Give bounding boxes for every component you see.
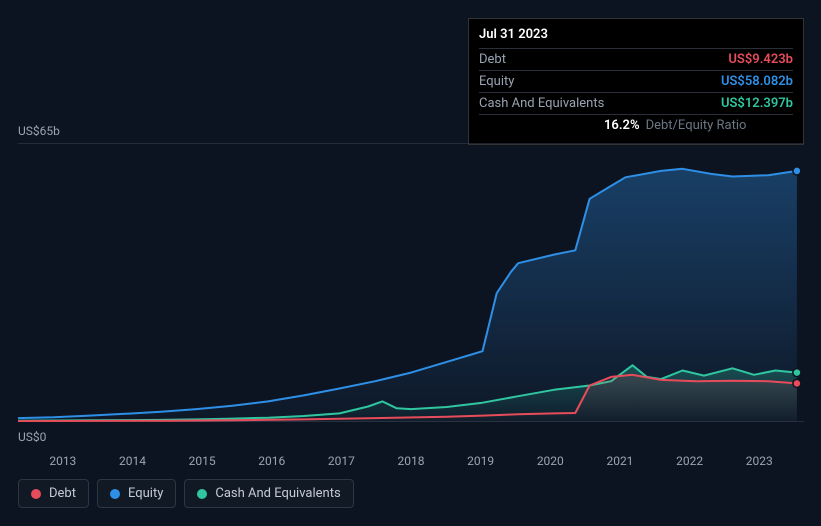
x-tick: 2021 — [585, 454, 655, 468]
x-tick: 2014 — [98, 454, 168, 468]
chart: US$65b US$0 2013201420152016201720182019… — [18, 125, 804, 440]
legend-dot-icon — [197, 489, 207, 499]
tooltip-date: Jul 31 2023 — [479, 27, 793, 48]
tooltip-row-label: Equity — [479, 74, 514, 89]
tooltip-row-value: US$58.082b — [721, 74, 793, 89]
y-axis-max-label: US$65b — [18, 124, 60, 138]
tooltip-row-label: Cash And Equivalents — [479, 96, 604, 111]
plot-area[interactable] — [18, 143, 804, 422]
legend-item[interactable]: Equity — [97, 479, 176, 508]
legend: Debt Equity Cash And Equivalents — [18, 479, 354, 508]
legend-label: Equity — [128, 486, 163, 501]
legend-item[interactable]: Cash And Equivalents — [184, 479, 353, 508]
x-tick: 2022 — [655, 454, 725, 468]
tooltip-row-value: US$12.397b — [721, 96, 793, 111]
x-tick: 2016 — [237, 454, 307, 468]
x-tick: 2020 — [515, 454, 585, 468]
legend-label: Debt — [49, 486, 76, 501]
x-axis: 2013201420152016201720182019202020212022… — [18, 454, 804, 468]
x-tick: 2023 — [724, 454, 794, 468]
chart-svg — [18, 143, 804, 422]
series-end-marker — [793, 379, 801, 387]
tooltip-row: Equity US$58.082b — [479, 70, 793, 92]
tooltip-row: Cash And Equivalents US$12.397b — [479, 92, 793, 114]
x-tick: 2013 — [28, 454, 98, 468]
series-end-marker — [793, 369, 801, 377]
legend-label: Cash And Equivalents — [215, 486, 340, 501]
tooltip-rows: Debt US$9.423b Equity US$58.082b Cash And Eq… — [479, 48, 793, 114]
legend-dot-icon — [110, 489, 120, 499]
x-tick: 2017 — [307, 454, 377, 468]
legend-dot-icon — [31, 489, 41, 499]
tooltip-row: Debt US$9.423b — [479, 48, 793, 70]
legend-item[interactable]: Debt — [18, 479, 89, 508]
y-axis-zero-label: US$0 — [18, 430, 46, 444]
x-tick: 2018 — [376, 454, 446, 468]
x-tick: 2019 — [446, 454, 516, 468]
x-tick: 2015 — [167, 454, 237, 468]
tooltip-row-value: US$9.423b — [728, 52, 793, 67]
series-end-marker — [793, 167, 801, 175]
series-group — [18, 167, 801, 422]
tooltip-row-label: Debt — [479, 52, 506, 67]
